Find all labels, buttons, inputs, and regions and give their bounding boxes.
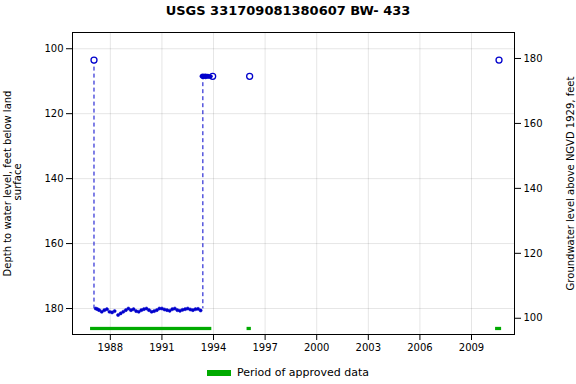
- svg-text:140: 140: [44, 173, 63, 184]
- svg-text:2003: 2003: [356, 342, 381, 353]
- svg-text:1994: 1994: [201, 342, 226, 353]
- svg-text:180: 180: [44, 303, 63, 314]
- svg-text:120: 120: [524, 248, 543, 259]
- svg-text:160: 160: [524, 118, 543, 129]
- svg-text:180: 180: [524, 53, 543, 64]
- svg-text:2000: 2000: [304, 342, 329, 353]
- svg-text:Depth to water level, feet bel: Depth to water level, feet below land su…: [2, 91, 23, 277]
- html-text:Period of approved data: Period of approved data: [236, 366, 370, 379]
- svg-text:1988: 1988: [98, 342, 123, 353]
- svg-text:140: 140: [524, 183, 543, 194]
- svg-text:100: 100: [524, 312, 543, 323]
- svg-text:Groundwater level above NGVD 1: Groundwater level above NGVD 1929, feet: [565, 77, 576, 291]
- svg-text:1991: 1991: [149, 342, 174, 353]
- html-text:USGS 331709081380607 BW- 433: USGS 331709081380607 BW- 433: [165, 3, 411, 18]
- svg-text:2009: 2009: [459, 342, 484, 353]
- svg-text:160: 160: [44, 238, 63, 249]
- svg-text:1997: 1997: [252, 342, 277, 353]
- svg-text:120: 120: [44, 108, 63, 119]
- svg-text:100: 100: [44, 43, 63, 54]
- svg-text:2006: 2006: [407, 342, 432, 353]
